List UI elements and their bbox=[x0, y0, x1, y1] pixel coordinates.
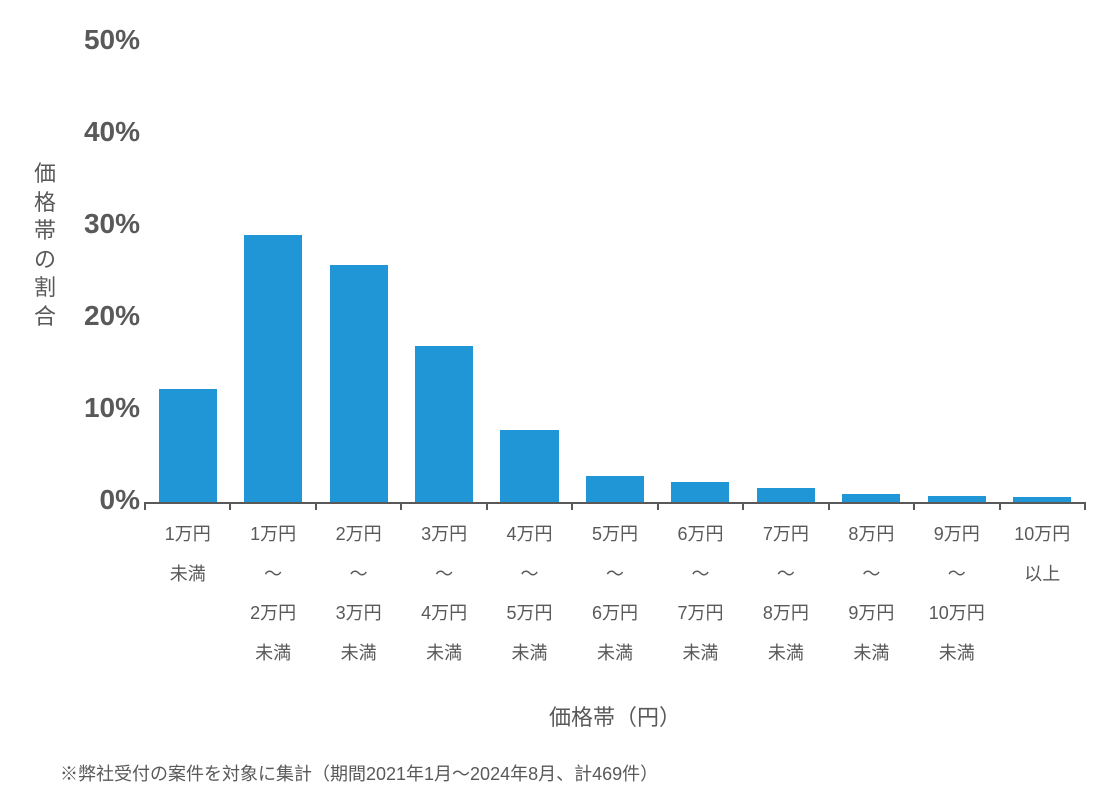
x-tick-mark bbox=[229, 502, 231, 510]
y-tick-label: 30% bbox=[65, 208, 140, 240]
bar bbox=[159, 389, 217, 502]
x-tick-mark bbox=[828, 502, 830, 510]
bar bbox=[586, 476, 644, 502]
y-axis-label: 価格帯の割合 bbox=[30, 160, 60, 332]
x-axis-label: 5万円〜6万円未満 bbox=[572, 515, 657, 673]
y-tick-label: 0% bbox=[65, 484, 140, 516]
bar bbox=[671, 482, 729, 502]
bar bbox=[244, 235, 302, 502]
x-tick-mark bbox=[913, 502, 915, 510]
x-tick-mark bbox=[144, 502, 146, 510]
x-tick-mark bbox=[315, 502, 317, 510]
y-tick-label: 10% bbox=[65, 392, 140, 424]
x-axis-label: 9万円〜10万円未満 bbox=[914, 515, 999, 673]
footnote: ※弊社受付の案件を対象に集計（期間2021年1月〜2024年8月、計469件） bbox=[60, 760, 658, 786]
chart-container: 価格帯の割合 0% 10% 20% 30% 40% 50% 1万円未満1万円〜2万円未満2… bbox=[30, 20, 1090, 790]
y-tick-label: 20% bbox=[65, 300, 140, 332]
x-tick-mark bbox=[400, 502, 402, 510]
x-tick-mark bbox=[999, 502, 1001, 510]
x-axis-label: 4万円〜5万円未満 bbox=[487, 515, 572, 673]
x-axis-title: 価格帯（円） bbox=[145, 700, 1085, 732]
bar bbox=[757, 488, 815, 502]
x-axis-label: 2万円〜3万円未満 bbox=[316, 515, 401, 673]
x-axis-label: 10万円以上 bbox=[1000, 515, 1085, 594]
x-tick-mark bbox=[657, 502, 659, 510]
x-axis-label: 1万円〜2万円未満 bbox=[230, 515, 315, 673]
y-tick-label: 40% bbox=[65, 116, 140, 148]
x-axis-label: 8万円〜9万円未満 bbox=[829, 515, 914, 673]
bar bbox=[415, 346, 473, 502]
x-tick-mark bbox=[486, 502, 488, 510]
x-axis-label: 6万円〜7万円未満 bbox=[658, 515, 743, 673]
y-tick-label: 50% bbox=[65, 24, 140, 56]
bar bbox=[500, 430, 558, 502]
x-tick-mark bbox=[571, 502, 573, 510]
x-axis-line bbox=[145, 502, 1085, 504]
bar bbox=[330, 265, 388, 502]
x-tick-mark bbox=[1084, 502, 1086, 510]
plot-area bbox=[145, 42, 1085, 502]
bar bbox=[842, 494, 900, 502]
x-tick-mark bbox=[742, 502, 744, 510]
x-axis-label: 3万円〜4万円未満 bbox=[401, 515, 486, 673]
x-axis-label: 7万円〜8万円未満 bbox=[743, 515, 828, 673]
x-axis-label: 1万円未満 bbox=[145, 515, 230, 594]
